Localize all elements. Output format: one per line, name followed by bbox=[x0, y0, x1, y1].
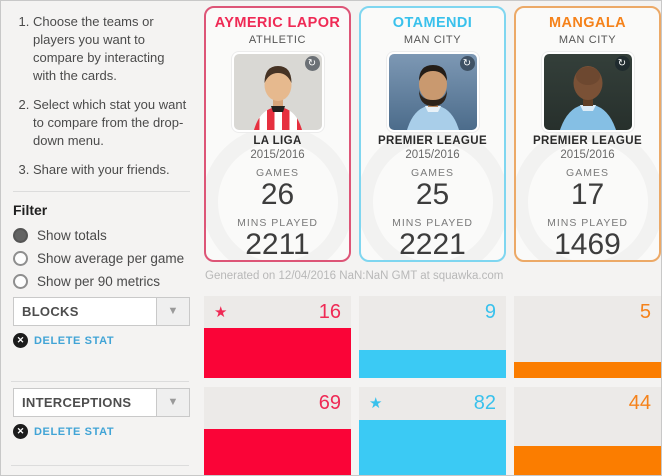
squawka-badge-icon: ↻ bbox=[304, 56, 320, 71]
stat-value: 9 bbox=[484, 301, 496, 323]
radio-button-icon[interactable] bbox=[13, 227, 28, 243]
games-value: 25 bbox=[415, 178, 450, 211]
squawka-badge-icon: ↻ bbox=[614, 56, 630, 71]
sidebar-divider bbox=[13, 190, 190, 192]
stat-value: 69 bbox=[318, 392, 341, 414]
player-photo: ↻ bbox=[386, 52, 479, 132]
player-card-otamendi[interactable]: OTAMENDI MAN CITY ↻ PREMIER LEAGUE bbox=[359, 6, 506, 262]
close-icon: ✕ bbox=[13, 424, 28, 439]
games-value: 26 bbox=[260, 178, 295, 211]
season: 2015/2016 bbox=[405, 149, 460, 161]
delete-stat-interceptions-button[interactable]: ✕ DELETE STAT bbox=[13, 424, 190, 439]
stat-selector-blocks: BLOCKS ▼ ✕ DELETE STAT bbox=[13, 297, 190, 348]
stat-panel: ★ 82 bbox=[359, 387, 506, 475]
radio-show-per-90-metrics[interactable]: Show per 90 metrics bbox=[13, 273, 190, 289]
games-label: GAMES bbox=[566, 167, 609, 179]
games-value: 17 bbox=[570, 178, 605, 211]
player-card-laporte[interactable]: AYMERIC LAPOR ATHLETIC bbox=[204, 6, 351, 262]
instruction-step-2: Select which stat you want to compare fr… bbox=[33, 96, 190, 150]
player-card-mangala[interactable]: MANGALA MAN CITY ↻ PREMIER LEAGUE 2015/2… bbox=[514, 6, 661, 262]
stat-panel: ★ 16 bbox=[204, 296, 351, 378]
stat-panel: ★ 9 bbox=[359, 296, 506, 378]
stat-value: 82 bbox=[473, 392, 496, 414]
dropdown-arrow-button[interactable]: ▼ bbox=[156, 389, 189, 416]
leader-star-icon: ★ bbox=[369, 395, 383, 412]
stat-panel: ★ 69 bbox=[204, 387, 351, 475]
league-name: PREMIER LEAGUE bbox=[532, 135, 643, 147]
stat-bar bbox=[359, 420, 506, 475]
mins-played-label: MINS PLAYED bbox=[547, 216, 628, 229]
radio-label: Show totals bbox=[37, 227, 107, 243]
player-name: OTAMENDI bbox=[392, 15, 473, 31]
chevron-down-icon: ▼ bbox=[167, 305, 179, 317]
delete-stat-blocks-button[interactable]: ✕ DELETE STAT bbox=[13, 333, 190, 348]
mins-played-label: MINS PLAYED bbox=[392, 216, 473, 229]
team-name: MAN CITY bbox=[403, 34, 462, 46]
stat-dropdown-value: INTERCEPTIONS bbox=[22, 395, 132, 410]
filter-heading: Filter bbox=[13, 201, 48, 218]
league-name: PREMIER LEAGUE bbox=[377, 135, 488, 147]
stat-bar bbox=[204, 429, 351, 475]
player-name: MANGALA bbox=[549, 15, 626, 31]
stat-bar bbox=[359, 350, 506, 378]
leader-star-icon: ★ bbox=[214, 304, 228, 321]
instruction-step-3: Share with your friends. bbox=[33, 161, 190, 179]
stat-selector-interceptions: INTERCEPTIONS ▼ ✕ DELETE STAT bbox=[13, 388, 190, 439]
stat-dropdown-interceptions[interactable]: INTERCEPTIONS ▼ bbox=[13, 388, 190, 417]
games-label: GAMES bbox=[256, 167, 299, 179]
radio-button-icon[interactable] bbox=[13, 250, 28, 266]
season: 2015/2016 bbox=[560, 149, 615, 161]
stat-panel: ★ 44 bbox=[514, 387, 661, 475]
squawka-badge-icon: ↻ bbox=[459, 56, 475, 71]
chevron-down-icon: ▼ bbox=[167, 396, 179, 408]
mins-played-value: 2211 bbox=[245, 227, 310, 261]
player-photo: ↻ bbox=[541, 52, 634, 132]
mins-played-value: 1469 bbox=[554, 227, 621, 261]
sidebar: Choose the teams or players you want to … bbox=[1, 1, 202, 475]
player-cards-row: AYMERIC LAPOR ATHLETIC bbox=[204, 6, 661, 262]
stat-bar bbox=[514, 362, 661, 378]
radio-button-icon[interactable] bbox=[13, 273, 28, 289]
sidebar-divider bbox=[11, 465, 189, 466]
delete-stat-label: DELETE STAT bbox=[34, 425, 115, 438]
stat-bar bbox=[514, 446, 661, 475]
sidebar-divider bbox=[11, 381, 189, 382]
delete-stat-label: DELETE STAT bbox=[34, 334, 115, 347]
mins-played-value: 2221 bbox=[399, 227, 466, 261]
stat-panel: ★ 5 bbox=[514, 296, 661, 378]
player-photo: ↻ bbox=[231, 52, 324, 132]
team-name: ATHLETIC bbox=[248, 34, 307, 46]
mins-played-label: MINS PLAYED bbox=[237, 216, 318, 229]
stat-bar-row-blocks: ★ 16 ★ 9 ★ 5 bbox=[204, 296, 661, 378]
generated-timestamp: Generated on 12/04/2016 NaN:NaN GMT at s… bbox=[205, 270, 504, 282]
dropdown-arrow-button[interactable]: ▼ bbox=[156, 298, 189, 325]
games-label: GAMES bbox=[411, 167, 454, 179]
stat-dropdown-blocks[interactable]: BLOCKS ▼ bbox=[13, 297, 190, 326]
stat-dropdown-value: BLOCKS bbox=[22, 304, 79, 319]
player-name: AYMERIC LAPOR bbox=[214, 15, 341, 31]
stat-value: 44 bbox=[628, 392, 651, 414]
close-icon: ✕ bbox=[13, 333, 28, 348]
team-name: MAN CITY bbox=[558, 34, 617, 46]
radio-label: Show average per game bbox=[37, 250, 185, 266]
radio-label: Show per 90 metrics bbox=[37, 273, 161, 289]
stat-value: 5 bbox=[639, 301, 651, 323]
stat-value: 16 bbox=[318, 301, 341, 323]
season: 2015/2016 bbox=[250, 149, 305, 161]
instructions-list: Choose the teams or players you want to … bbox=[13, 13, 190, 179]
radio-show-average-per-game[interactable]: Show average per game bbox=[13, 250, 190, 266]
stat-bar bbox=[204, 328, 351, 378]
stat-bar-row-interceptions: ★ 69 ★ 82 ★ 44 bbox=[204, 387, 661, 475]
radio-show-totals[interactable]: Show totals bbox=[13, 227, 190, 243]
instruction-step-1: Choose the teams or players you want to … bbox=[33, 13, 190, 85]
league-name: LA LIGA bbox=[253, 135, 302, 147]
